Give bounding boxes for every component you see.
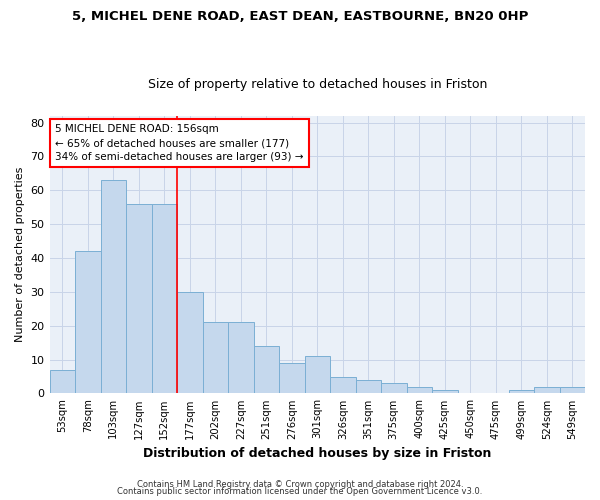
Bar [203, 322, 228, 394]
Title: Size of property relative to detached houses in Friston: Size of property relative to detached ho… [148, 78, 487, 91]
Bar [432, 390, 458, 394]
Bar [356, 380, 381, 394]
Bar [101, 180, 126, 394]
Bar [254, 346, 279, 394]
X-axis label: Distribution of detached houses by size in Friston: Distribution of detached houses by size … [143, 447, 491, 460]
Y-axis label: Number of detached properties: Number of detached properties [15, 167, 25, 342]
Bar [509, 390, 534, 394]
Bar [50, 370, 75, 394]
Bar [560, 386, 585, 394]
Bar [152, 204, 177, 394]
Bar [75, 251, 101, 394]
Bar [177, 292, 203, 394]
Bar [381, 384, 407, 394]
Bar [407, 386, 432, 394]
Bar [305, 356, 330, 394]
Bar [330, 376, 356, 394]
Text: Contains HM Land Registry data © Crown copyright and database right 2024.: Contains HM Land Registry data © Crown c… [137, 480, 463, 489]
Bar [126, 204, 152, 394]
Text: 5, MICHEL DENE ROAD, EAST DEAN, EASTBOURNE, BN20 0HP: 5, MICHEL DENE ROAD, EAST DEAN, EASTBOUR… [72, 10, 528, 23]
Text: Contains public sector information licensed under the Open Government Licence v3: Contains public sector information licen… [118, 488, 482, 496]
Bar [534, 386, 560, 394]
Bar [228, 322, 254, 394]
Bar [279, 363, 305, 394]
Text: 5 MICHEL DENE ROAD: 156sqm
← 65% of detached houses are smaller (177)
34% of sem: 5 MICHEL DENE ROAD: 156sqm ← 65% of deta… [55, 124, 304, 162]
